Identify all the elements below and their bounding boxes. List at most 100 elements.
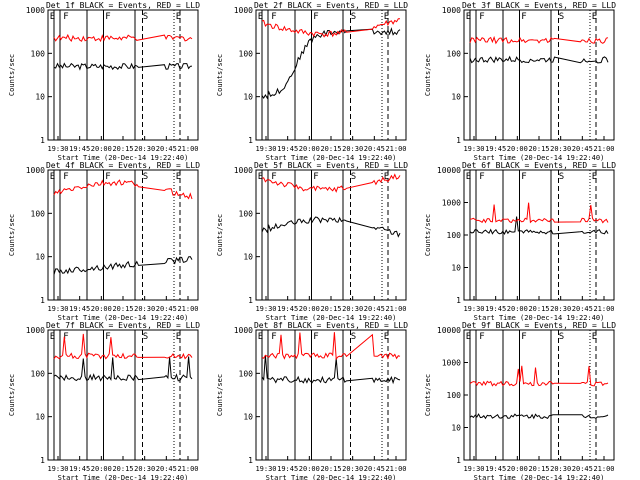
event-marker: E [258, 332, 263, 342]
y-tick-label: 1000 [234, 6, 253, 15]
event-marker: F [105, 332, 110, 342]
x-tick-label: 19:45 [69, 305, 90, 313]
event-marker: S [559, 332, 564, 342]
y-tick-label: 1 [248, 296, 253, 305]
event-marker: F [63, 172, 68, 182]
x-tick-label: 20:45 [364, 465, 385, 473]
y-tick-label: 100 [239, 369, 254, 378]
x-tick-label: 19:30 [47, 145, 68, 153]
x-tick-label: 20:45 [572, 145, 593, 153]
series-line-events [261, 27, 401, 100]
event-marker: F [313, 12, 318, 22]
y-tick-label: 10 [35, 253, 45, 262]
x-tick-label: 20:45 [364, 145, 385, 153]
y-tick-label: 10 [243, 253, 253, 262]
y-tick-label: 100 [31, 209, 46, 218]
y-tick-label: 1000 [26, 166, 45, 175]
y-tick-label: 1000 [442, 6, 461, 15]
x-tick-label: 19:45 [485, 305, 506, 313]
y-tick-label: 100 [447, 231, 462, 240]
event-marker: F [479, 332, 484, 342]
series-line-lld [261, 18, 400, 38]
x-tick-label: 21:00 [593, 145, 614, 153]
x-tick-label: 20:15 [112, 465, 133, 473]
x-tick-label: 19:30 [463, 145, 484, 153]
panel-det-8: Det 8f BLACK = Events, RED = LLD 1 10 100 10… [216, 321, 408, 480]
x-tick-label: 21:00 [177, 145, 198, 153]
y-tick-label: 10 [451, 264, 461, 273]
x-tick-label: 21:00 [177, 465, 198, 473]
y-tick-label: 100 [239, 209, 254, 218]
y-tick-label: 10 [451, 424, 461, 433]
y-axis-label: Counts/sec [216, 214, 224, 256]
x-tick-label: 20:00 [507, 465, 528, 473]
y-tick-label: 100 [31, 369, 46, 378]
x-tick-label: 21:00 [177, 305, 198, 313]
y-axis-label: Counts/sec [424, 214, 432, 256]
x-tick-label: 19:45 [69, 465, 90, 473]
y-axis-label: Counts/sec [216, 54, 224, 96]
chart-title: Det 1f BLACK = Events, RED = LLD [46, 1, 200, 10]
y-axis-label: Counts/sec [424, 54, 432, 96]
y-tick-label: 100 [447, 49, 462, 58]
series-line-lld [53, 33, 193, 43]
x-tick-label: 20:45 [156, 305, 177, 313]
plot-frame [47, 329, 199, 461]
y-tick-label: 10000 [437, 326, 461, 335]
plot-frame [255, 9, 407, 141]
event-marker: F [271, 332, 276, 342]
y-tick-label: 10 [35, 93, 45, 102]
event-marker: F [271, 12, 276, 22]
x-tick-label: 20:30 [134, 145, 155, 153]
event-marker: E [176, 172, 181, 182]
event-marker: S [351, 12, 356, 22]
x-tick-label: 19:30 [47, 305, 68, 313]
panel-det-4: Det 4f BLACK = Events, RED = LLD 1 10 100 10… [8, 161, 200, 322]
y-tick-label: 10 [35, 413, 45, 422]
event-marker: F [521, 332, 526, 342]
event-marker: E [50, 332, 55, 342]
x-axis-label: Start Time (20-Dec-14 19:22:40) [266, 474, 397, 480]
plot-frame [255, 329, 407, 461]
y-axis-label: Counts/sec [424, 374, 432, 416]
panel-det-3: Det 3f BLACK = Events, RED = LLD 1 10 100 10… [424, 1, 616, 162]
x-tick-label: 20:30 [550, 145, 571, 153]
series-line-events [261, 216, 401, 238]
y-tick-label: 1 [40, 296, 45, 305]
x-axis-label: Start Time (20-Dec-14 19:22:40) [58, 314, 189, 322]
x-tick-label: 21:00 [593, 305, 614, 313]
x-tick-label: 20:15 [528, 465, 549, 473]
x-tick-label: 20:15 [112, 305, 133, 313]
x-tick-label: 20:30 [550, 305, 571, 313]
event-marker: F [521, 12, 526, 22]
x-tick-label: 19:30 [255, 145, 276, 153]
event-marker: S [559, 12, 564, 22]
event-marker: F [63, 332, 68, 342]
event-marker: F [313, 332, 318, 342]
event-marker: F [479, 172, 484, 182]
x-tick-label: 20:15 [112, 145, 133, 153]
series-line-events [469, 413, 609, 420]
x-tick-label: 20:45 [572, 465, 593, 473]
y-tick-label: 1 [456, 296, 461, 305]
y-tick-label: 1000 [26, 326, 45, 335]
panel-det-2: Det 2f BLACK = Events, RED = LLD 1 10 100 10… [216, 1, 408, 162]
x-tick-label: 20:30 [134, 465, 155, 473]
panel-det-6: Det 6f BLACK = Events, RED = LLD 1 10 100 10… [424, 161, 616, 322]
x-tick-label: 20:00 [91, 465, 112, 473]
y-tick-label: 100 [239, 49, 254, 58]
x-tick-label: 21:00 [385, 145, 406, 153]
series-line-lld [469, 202, 609, 224]
panel-det-9: Det 9f BLACK = Events, RED = LLD 1 10 100 10… [424, 321, 616, 480]
panel-det-1: Det 1f BLACK = Events, RED = LLD 1 10 100 10… [8, 1, 200, 162]
event-marker: F [313, 172, 318, 182]
x-tick-label: 20:15 [320, 305, 341, 313]
plot-frame [463, 329, 615, 461]
y-tick-label: 10 [243, 93, 253, 102]
x-tick-label: 19:45 [69, 145, 90, 153]
event-marker: S [559, 172, 564, 182]
y-axis-label: Counts/sec [8, 374, 16, 416]
x-tick-label: 20:45 [156, 465, 177, 473]
y-axis-label: Counts/sec [216, 374, 224, 416]
